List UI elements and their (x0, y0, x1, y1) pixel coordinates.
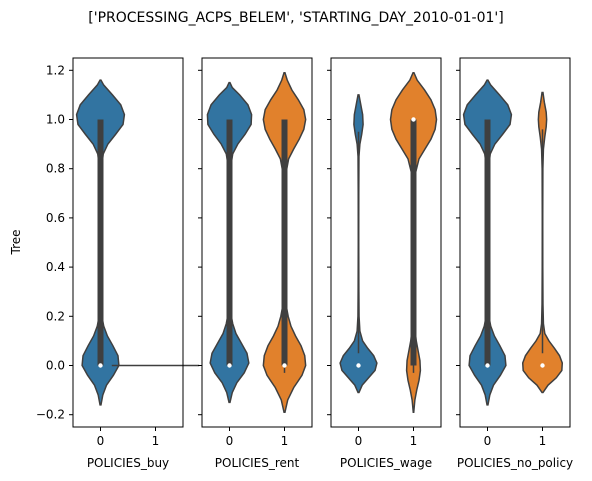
y-tick-label: 1.2 (46, 63, 65, 77)
violin-median-1 (540, 363, 544, 367)
y-axis-label: Tree (9, 229, 23, 255)
x-axis-label: POLICIES_no_policy (457, 456, 573, 470)
y-tick-label: 0.6 (46, 211, 65, 225)
x-tick-label: 0 (484, 434, 492, 448)
x-tick-label: 0 (97, 434, 105, 448)
x-axis-label: POLICIES_wage (340, 456, 432, 470)
violin-median-1 (282, 363, 286, 367)
violin-box-1 (282, 120, 288, 366)
y-tick-label: 0.8 (46, 162, 65, 176)
violin-median-0 (485, 363, 489, 367)
subplot-1: −0.2 0.0 0.2 0.4 0.6 0.8 1.0 1.2 0 1 POLICIES_buy (36, 58, 199, 470)
violin-median-0 (356, 363, 360, 367)
x-axis-label: POLICIES_rent (215, 456, 300, 470)
subplot-2: 0 1 POLICIES_rent (198, 58, 312, 470)
y-tick-label: 1.0 (46, 113, 65, 127)
y-tick-label: 0.0 (46, 359, 65, 373)
x-tick-label: 0 (226, 434, 234, 448)
chart-title: ['PROCESSING_ACPS_BELEM', 'STARTING_DAY_… (88, 10, 503, 26)
x-tick-label: 1 (152, 434, 160, 448)
x-tick-label: 1 (539, 434, 547, 448)
violin-median-1 (411, 117, 415, 121)
x-tick-label: 1 (410, 434, 418, 448)
violin-median-0 (98, 363, 102, 367)
x-axis-label: POLICIES_buy (87, 456, 169, 470)
violin-box-0 (485, 120, 491, 366)
y-tick-label: 0.2 (46, 309, 65, 323)
y-tick-label: −0.2 (36, 408, 65, 422)
x-tick-label: 0 (355, 434, 363, 448)
violin-median-0 (227, 363, 231, 367)
subplot-panels: −0.2 0.0 0.2 0.4 0.6 0.8 1.0 1.2 0 1 POLICIES_buy 0… (36, 58, 573, 470)
subplot-3: 0 1 POLICIES_wage (327, 58, 441, 470)
subplot-4: 0 1 POLICIES_no_policy (456, 58, 573, 470)
x-tick-label: 1 (281, 434, 289, 448)
y-tick-label: 0.4 (46, 260, 65, 274)
violin-box-0 (227, 120, 233, 366)
violin-box-0 (98, 120, 104, 366)
violin-box-1 (411, 120, 417, 366)
